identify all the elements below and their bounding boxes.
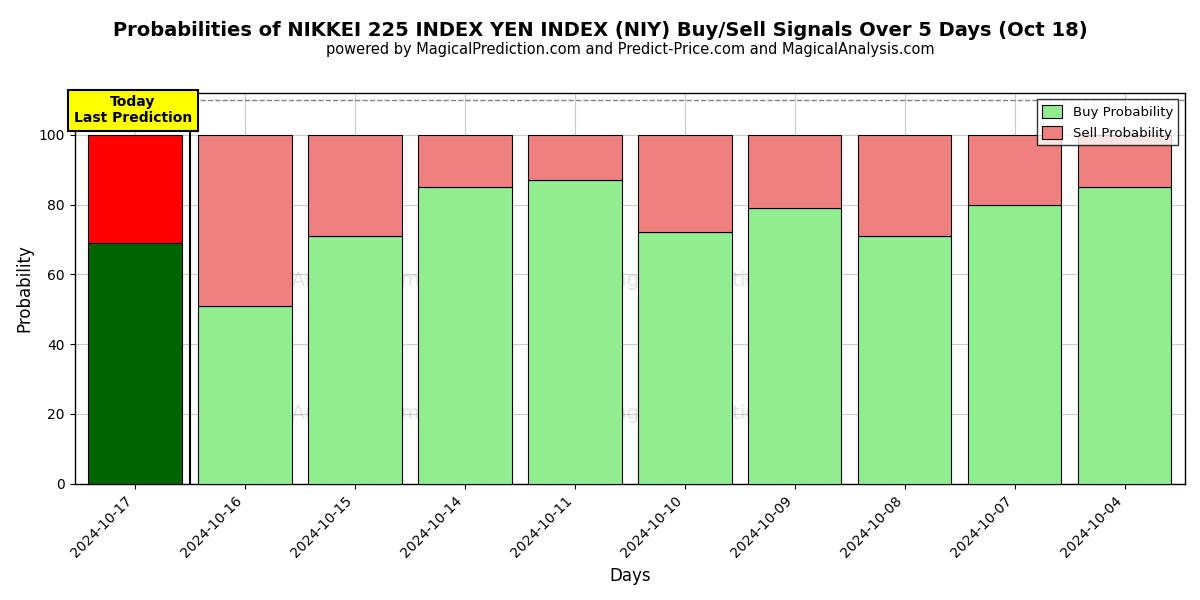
Bar <box>748 208 841 484</box>
Title: powered by MagicalPrediction.com and Predict-Price.com and MagicalAnalysis.com: powered by MagicalPrediction.com and Pre… <box>325 42 934 57</box>
Bar <box>528 135 622 180</box>
Bar <box>968 205 1061 484</box>
Bar <box>419 135 511 187</box>
Bar <box>1078 187 1171 484</box>
Bar <box>308 236 402 484</box>
Bar <box>748 135 841 208</box>
Bar <box>968 135 1061 205</box>
Bar <box>89 243 182 484</box>
Bar <box>198 135 292 306</box>
Bar <box>198 306 292 484</box>
Bar <box>308 135 402 236</box>
Bar <box>89 135 182 243</box>
Bar <box>528 180 622 484</box>
Bar <box>419 187 511 484</box>
Text: MagicalAnalysis.com: MagicalAnalysis.com <box>217 404 420 423</box>
Text: MagicalAnalysis.com: MagicalAnalysis.com <box>217 271 420 290</box>
Bar <box>638 135 732 232</box>
X-axis label: Days: Days <box>610 567 650 585</box>
Text: Today
Last Prediction: Today Last Prediction <box>73 95 192 125</box>
Text: MagicalPrediction.com: MagicalPrediction.com <box>598 271 817 290</box>
Legend: Buy Probability, Sell Probability: Buy Probability, Sell Probability <box>1037 100 1178 145</box>
Bar <box>858 236 952 484</box>
Bar <box>858 135 952 236</box>
Text: MagicalPrediction.com: MagicalPrediction.com <box>598 404 817 423</box>
Text: Probabilities of NIKKEI 225 INDEX YEN INDEX (NIY) Buy/Sell Signals Over 5 Days (: Probabilities of NIKKEI 225 INDEX YEN IN… <box>113 21 1087 40</box>
Bar <box>1078 135 1171 187</box>
Bar <box>638 232 732 484</box>
Y-axis label: Probability: Probability <box>16 244 34 332</box>
